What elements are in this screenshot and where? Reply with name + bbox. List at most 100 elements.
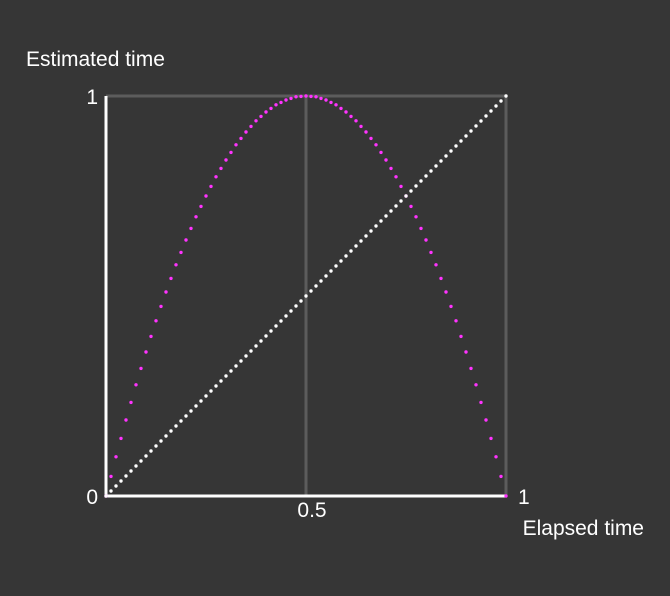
series-1-point-32 [264, 334, 268, 338]
series-1-point-59 [399, 199, 403, 203]
series-1-point-66 [434, 164, 438, 168]
series-layer [104, 94, 508, 498]
series-0-point-25 [229, 150, 233, 155]
series-1-point-31 [259, 339, 263, 343]
series-0-point-63 [419, 226, 423, 231]
series-0-point-39 [299, 94, 303, 99]
series-0-point-7 [139, 366, 143, 371]
series-1-point-67 [439, 159, 443, 163]
series-0-point-23 [219, 166, 223, 171]
series-1 [104, 94, 508, 498]
series-1-point-79 [499, 99, 503, 103]
series-1-point-12 [164, 434, 168, 438]
series-1-point-24 [224, 374, 228, 378]
series-1-point-53 [369, 229, 373, 233]
series-1-point-28 [244, 354, 248, 358]
series-1-point-62 [414, 184, 418, 188]
series-1-point-55 [379, 219, 383, 223]
series-0-point-38 [294, 95, 298, 99]
series-1-point-18 [194, 404, 198, 408]
series-0-point-2 [114, 455, 118, 459]
series-0-point-11 [159, 304, 163, 309]
series-1-point-0 [104, 494, 108, 498]
series-1-point-17 [189, 409, 193, 413]
series-0-point-72 [464, 350, 468, 354]
series-0-point-70 [454, 319, 458, 323]
series-1-point-68 [444, 154, 448, 158]
series-0 [104, 94, 508, 498]
series-0-point-21 [209, 184, 213, 189]
series-0-point-79 [499, 474, 503, 479]
series-1-point-65 [429, 169, 433, 173]
series-1-point-40 [304, 294, 308, 298]
series-1-point-1 [109, 489, 113, 493]
tick-labels: 0.5 1 0 1 [86, 86, 529, 522]
x-axis-title: Elapsed time [523, 517, 644, 540]
series-0-point-46 [334, 103, 338, 107]
series-1-point-54 [374, 224, 378, 228]
series-0-point-52 [364, 130, 368, 134]
series-0-point-4 [124, 418, 128, 422]
series-1-point-10 [154, 444, 158, 448]
y-axis-title: Estimated time [26, 48, 165, 71]
series-0-point-29 [249, 124, 253, 129]
series-0-point-67 [439, 276, 443, 281]
series-0-point-64 [424, 238, 428, 242]
series-1-point-6 [134, 464, 138, 468]
series-0-point-1 [109, 474, 113, 479]
series-1-point-11 [159, 439, 163, 443]
series-1-point-46 [334, 264, 338, 268]
series-1-point-22 [214, 384, 218, 388]
series-0-point-8 [144, 350, 148, 354]
series-0-point-74 [474, 383, 478, 387]
series-0-point-51 [359, 124, 363, 129]
series-1-point-73 [469, 129, 473, 133]
x-tick-label-0: 0.5 [297, 499, 326, 522]
series-0-point-27 [239, 136, 243, 141]
series-1-point-16 [184, 414, 188, 418]
series-0-point-28 [244, 130, 248, 134]
series-1-point-9 [149, 449, 153, 453]
series-1-point-39 [299, 299, 303, 303]
series-0-point-55 [379, 150, 383, 155]
series-1-point-76 [484, 114, 488, 118]
series-0-point-5 [129, 400, 133, 405]
series-1-point-38 [294, 304, 298, 308]
series-0-point-15 [179, 250, 183, 255]
series-0-point-10 [154, 319, 158, 323]
series-0-point-35 [279, 100, 283, 105]
series-0-point-30 [254, 119, 258, 123]
series-0-point-66 [434, 263, 438, 267]
series-0-point-58 [394, 175, 398, 179]
series-0-point-45 [329, 100, 333, 105]
series-0-point-65 [429, 250, 433, 255]
series-1-point-43 [319, 279, 323, 283]
series-0-point-24 [224, 158, 228, 162]
series-1-point-13 [169, 429, 173, 433]
series-1-point-71 [459, 139, 463, 143]
series-0-point-73 [469, 366, 473, 371]
series-1-point-14 [174, 424, 178, 428]
series-1-point-21 [209, 389, 213, 393]
series-1-point-33 [269, 329, 273, 333]
series-0-point-34 [274, 103, 278, 107]
series-1-point-4 [124, 474, 128, 478]
series-0-point-40 [304, 94, 308, 98]
series-0-point-47 [339, 106, 343, 111]
series-0-point-69 [449, 304, 453, 309]
series-0-point-56 [384, 158, 388, 162]
series-0-point-3 [119, 436, 123, 441]
series-1-point-30 [254, 344, 258, 348]
series-1-point-48 [344, 254, 348, 258]
series-1-point-2 [114, 484, 118, 488]
series-1-point-72 [464, 134, 468, 138]
series-1-point-57 [389, 209, 393, 213]
series-0-point-31 [259, 114, 263, 119]
series-1-point-26 [234, 364, 238, 368]
series-1-point-69 [449, 149, 453, 153]
series-0-point-9 [149, 334, 153, 339]
series-1-point-52 [364, 234, 368, 238]
series-0-point-53 [369, 136, 373, 141]
series-0-point-33 [269, 106, 273, 111]
series-1-point-44 [324, 274, 328, 278]
